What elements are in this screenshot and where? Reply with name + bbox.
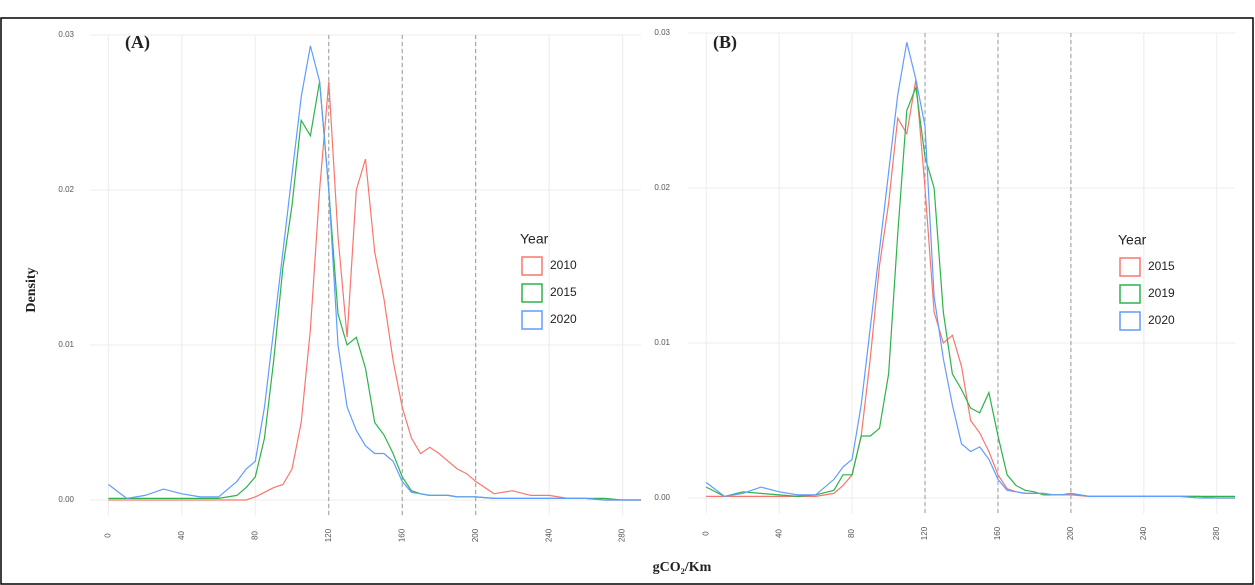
panel-label: (B) <box>713 32 737 53</box>
legend-label: 2015 <box>550 285 577 299</box>
y-tick-label: 0.03 <box>654 28 670 37</box>
y-axis-label: Density <box>24 267 39 312</box>
legend-title: Year <box>520 231 549 247</box>
legend-swatch <box>521 310 543 330</box>
y-tick-label: 0.02 <box>654 183 670 192</box>
legend-swatch <box>521 256 543 276</box>
x-tick-label: 80 <box>250 531 259 540</box>
x-tick-label: 160 <box>993 526 1002 540</box>
x-tick-label: 0 <box>103 533 112 538</box>
x-tick-label: 200 <box>471 528 480 542</box>
y-tick-label: 0.02 <box>58 185 74 194</box>
x-tick-label: 240 <box>544 528 553 542</box>
x-tick-label: 200 <box>1066 526 1075 540</box>
panel-label: (A) <box>125 32 150 53</box>
x-tick-label: 40 <box>177 531 186 540</box>
y-tick-label: 0.01 <box>654 338 670 347</box>
legend-swatch <box>1119 311 1141 331</box>
x-tick-label: 280 <box>1212 526 1221 540</box>
legend-swatch <box>1119 257 1141 277</box>
legend-label: 2015 <box>1148 259 1175 273</box>
y-tick-label: 0.03 <box>58 30 74 39</box>
legend-label: 2020 <box>550 312 577 326</box>
legend-label: 2020 <box>1148 313 1175 327</box>
x-tick-label: 160 <box>397 528 406 542</box>
legend-title: Year <box>1118 232 1147 248</box>
density-line <box>705 42 1235 499</box>
legend-swatch <box>1119 284 1141 304</box>
density-line <box>108 45 641 501</box>
legend-label: 2010 <box>550 258 577 272</box>
x-tick-label: 120 <box>324 528 333 542</box>
x-tick-label: 240 <box>1139 526 1148 540</box>
frame <box>0 17 1254 585</box>
density-line <box>108 81 641 501</box>
x-tick-label: 80 <box>847 529 856 538</box>
x-axis-label: gCO₂/Km <box>653 560 712 575</box>
x-tick-label: 280 <box>618 528 627 542</box>
legend-swatch <box>521 283 543 303</box>
x-tick-label: 120 <box>920 526 929 540</box>
legend-label: 2019 <box>1148 286 1175 300</box>
y-tick-label: 0.00 <box>58 495 74 504</box>
x-tick-label: 40 <box>774 529 783 538</box>
y-tick-label: 0.01 <box>58 340 74 349</box>
x-tick-label: 0 <box>701 531 710 536</box>
y-tick-label: 0.00 <box>654 493 670 502</box>
